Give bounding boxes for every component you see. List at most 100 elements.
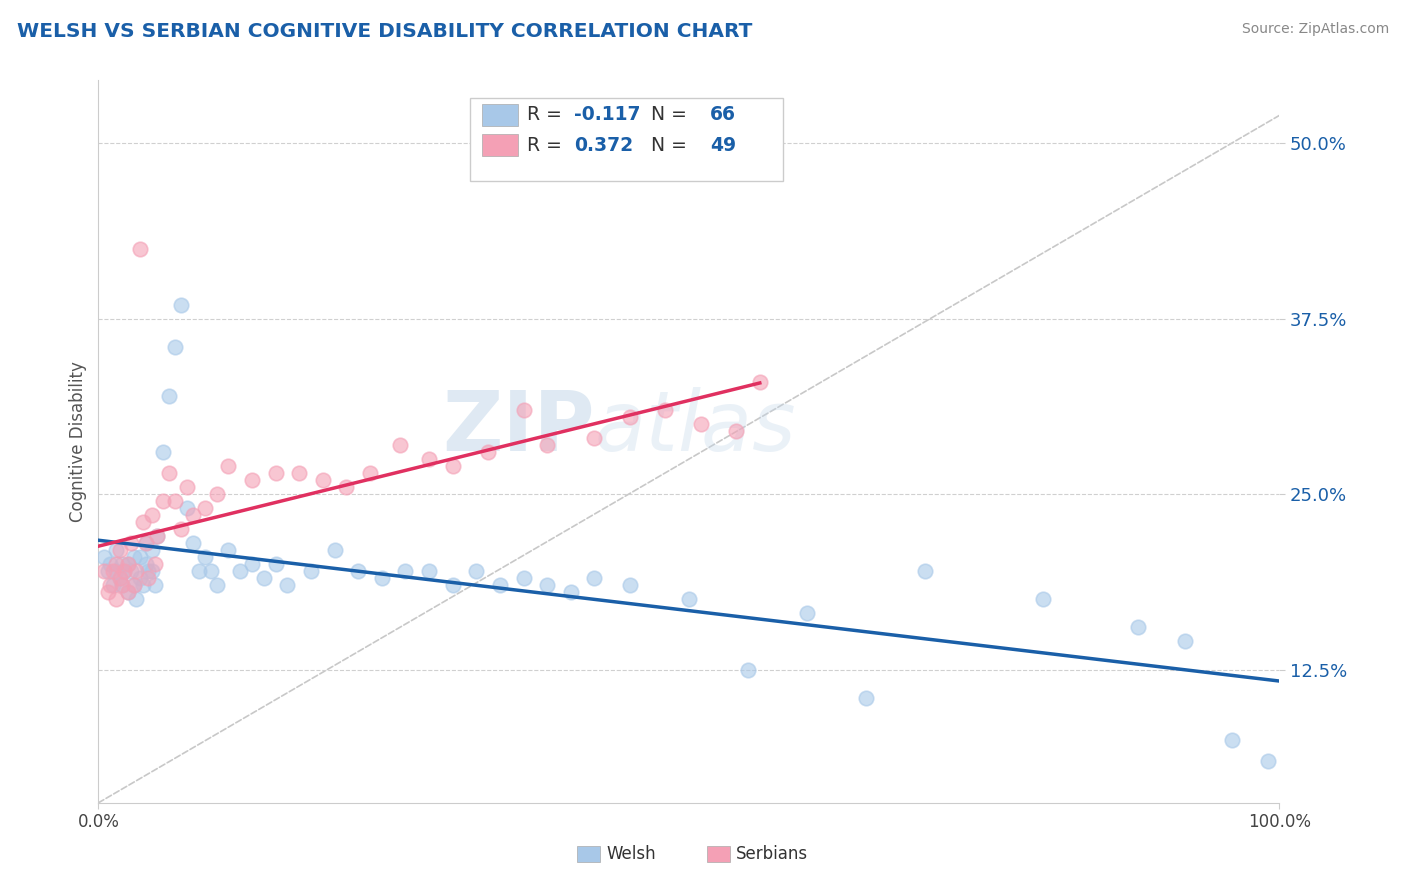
Serbians: [117, 558, 139, 572]
Serbians: [93, 564, 115, 578]
Serbians: [98, 578, 121, 592]
Text: Welsh: Welsh: [606, 845, 655, 863]
Welsh: [143, 578, 166, 592]
Welsh: [371, 571, 394, 585]
Welsh: [112, 564, 135, 578]
Welsh: [152, 445, 174, 459]
Text: WELSH VS SERBIAN COGNITIVE DISABILITY CORRELATION CHART: WELSH VS SERBIAN COGNITIVE DISABILITY CO…: [17, 22, 752, 41]
Welsh: [135, 536, 157, 550]
Serbians: [108, 543, 131, 558]
Serbians: [97, 585, 120, 599]
Welsh: [97, 564, 120, 578]
Welsh: [181, 536, 204, 550]
Serbians: [288, 466, 311, 480]
Serbians: [111, 578, 134, 592]
Welsh: [176, 501, 198, 516]
Welsh: [1126, 620, 1149, 634]
FancyBboxPatch shape: [482, 104, 517, 126]
Welsh: [489, 578, 512, 592]
Welsh: [105, 564, 128, 578]
Y-axis label: Cognitive Disability: Cognitive Disability: [69, 361, 87, 522]
Welsh: [194, 550, 217, 565]
Welsh: [1220, 732, 1243, 747]
Text: atlas: atlas: [595, 386, 796, 467]
Welsh: [117, 585, 139, 599]
Welsh: [187, 564, 209, 578]
Serbians: [240, 473, 263, 487]
Welsh: [217, 543, 239, 558]
FancyBboxPatch shape: [482, 135, 517, 156]
Welsh: [796, 607, 818, 621]
Serbians: [157, 466, 180, 480]
Serbians: [536, 438, 558, 452]
Welsh: [465, 564, 488, 578]
Welsh: [441, 578, 464, 592]
Welsh: [240, 558, 263, 572]
Serbians: [583, 431, 606, 445]
Text: R =: R =: [527, 105, 568, 125]
Serbians: [105, 558, 128, 572]
Welsh: [98, 558, 121, 572]
Welsh: [394, 564, 416, 578]
Serbians: [132, 515, 155, 529]
Welsh: [229, 564, 252, 578]
Text: N =: N =: [640, 136, 693, 155]
FancyBboxPatch shape: [471, 98, 783, 181]
Serbians: [335, 480, 357, 494]
Welsh: [146, 529, 169, 543]
Welsh: [122, 578, 145, 592]
Text: N =: N =: [640, 105, 693, 125]
Serbians: [101, 564, 124, 578]
Serbians: [176, 480, 198, 494]
Welsh: [205, 578, 228, 592]
Serbians: [748, 375, 770, 389]
Serbians: [689, 417, 711, 431]
Welsh: [141, 543, 163, 558]
Serbians: [165, 494, 187, 508]
Welsh: [619, 578, 641, 592]
Serbians: [136, 571, 159, 585]
Welsh: [165, 340, 187, 354]
Welsh: [1174, 634, 1197, 648]
Serbians: [217, 459, 239, 474]
Welsh: [678, 592, 700, 607]
Welsh: [132, 578, 155, 592]
Welsh: [136, 564, 159, 578]
Welsh: [135, 558, 157, 572]
Serbians: [205, 487, 228, 501]
Welsh: [200, 564, 222, 578]
Serbians: [105, 592, 128, 607]
Welsh: [125, 592, 148, 607]
Welsh: [141, 564, 163, 578]
Welsh: [914, 564, 936, 578]
Serbians: [619, 409, 641, 424]
Text: 49: 49: [710, 136, 737, 155]
Serbians: [512, 403, 534, 417]
Serbians: [128, 242, 150, 256]
Serbians: [122, 578, 145, 592]
Welsh: [93, 550, 115, 565]
Serbians: [181, 508, 204, 523]
Welsh: [117, 558, 139, 572]
Text: 0.372: 0.372: [575, 136, 634, 155]
Welsh: [122, 550, 145, 565]
Text: 66: 66: [710, 105, 737, 125]
FancyBboxPatch shape: [707, 847, 730, 862]
Text: ZIP: ZIP: [441, 386, 595, 467]
Welsh: [128, 550, 150, 565]
Serbians: [152, 494, 174, 508]
Welsh: [121, 564, 143, 578]
Welsh: [1257, 754, 1279, 768]
Serbians: [388, 438, 411, 452]
Welsh: [111, 558, 134, 572]
Welsh: [347, 564, 370, 578]
Welsh: [276, 578, 298, 592]
Welsh: [583, 571, 606, 585]
Serbians: [125, 564, 148, 578]
Serbians: [121, 536, 143, 550]
Serbians: [725, 424, 748, 438]
Text: Serbians: Serbians: [737, 845, 808, 863]
Welsh: [101, 578, 124, 592]
Serbians: [441, 459, 464, 474]
Serbians: [170, 522, 193, 536]
